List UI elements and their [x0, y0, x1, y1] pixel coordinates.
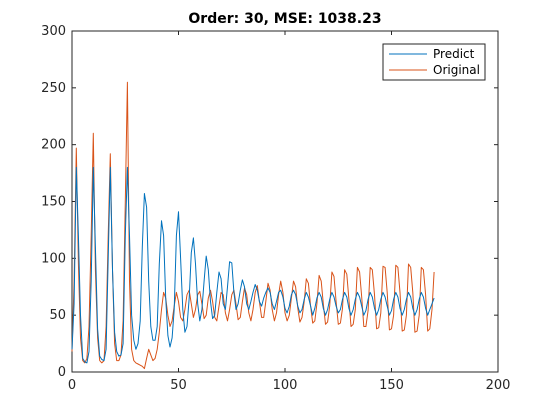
- axis-ticks: 0 50 100 150 200 0 50 100 150 200 250 300: [41, 24, 510, 393]
- x-tick-label: 50: [170, 378, 187, 393]
- legend-box: [382, 43, 486, 81]
- x-tick-label: 200: [486, 378, 511, 393]
- series-line-predict: [71, 166, 435, 364]
- y-tick-label: 100: [41, 251, 66, 266]
- y-tick-label: 200: [41, 138, 66, 153]
- y-tick-label: 50: [49, 308, 66, 323]
- y-tick-label: 300: [41, 24, 66, 39]
- series-lines: [71, 81, 435, 370]
- x-tick-label: 100: [273, 378, 298, 393]
- y-tick-label: 0: [58, 365, 66, 380]
- legend: Predict Original: [382, 43, 486, 81]
- x-tick-label: 0: [68, 378, 76, 393]
- x-tick-label: 150: [379, 378, 404, 393]
- plot-area: [71, 30, 499, 373]
- y-tick-label: 250: [41, 81, 66, 96]
- legend-label: Predict: [433, 47, 475, 61]
- y-tick-label: 150: [41, 195, 66, 210]
- series-line-original: [71, 81, 435, 370]
- legend-label: Original: [433, 63, 480, 77]
- chart-title: Order: 30, MSE: 1038.23: [188, 11, 381, 27]
